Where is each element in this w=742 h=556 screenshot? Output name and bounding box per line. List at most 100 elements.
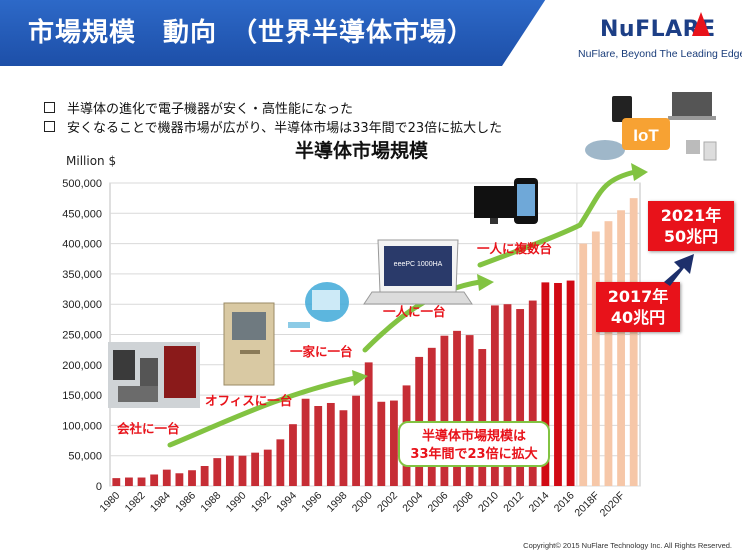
bar-1984 — [162, 469, 171, 486]
stage-label-company: 会社に一台 — [117, 421, 180, 436]
bar-2019F — [604, 221, 613, 486]
bar-2010 — [490, 305, 499, 486]
x-tick-label: 1980 — [97, 490, 122, 515]
bar-2016 — [566, 280, 575, 486]
bar-1996 — [314, 406, 323, 486]
growth-summary-line2: 33年間で23倍に拡大 — [410, 447, 538, 462]
bar-2000 — [364, 362, 373, 486]
y-tick-label: 300,000 — [62, 299, 102, 311]
y-tick-label: 350,000 — [62, 269, 102, 281]
y-tick-label: 250,000 — [62, 330, 102, 342]
mainframe-room-image — [108, 342, 200, 408]
callout-2017: 2017年 40兆円 — [596, 282, 680, 332]
bar-2009 — [478, 349, 487, 486]
bar-1995 — [301, 398, 310, 486]
y-tick-label: 450,000 — [62, 208, 102, 220]
x-tick-label: 1986 — [173, 490, 198, 515]
bullet-list: 半導体の進化で電子機器が安く・高性能になった 安くなることで機器市場が広がり、半… — [44, 98, 502, 136]
bar-2002 — [390, 400, 398, 486]
x-axis-labels: 1980 1982 1984 1986 1988 1990 1992 1994 1996 1998… — [97, 490, 627, 520]
y-axis-labels: 0 50,000 100,000 150,000 200,000 250,000 300,0… — [62, 178, 102, 493]
netbook-screen-text: eeePC 1000HA — [394, 261, 443, 268]
bar-1990 — [238, 455, 247, 486]
callout-2021-value: 50兆円 — [663, 227, 719, 246]
stage-label-home: 一家に一台 — [290, 344, 353, 359]
callout-2017-value: 40兆円 — [610, 308, 666, 327]
growth-summary-box: 半導体市場規模は 33年間で23倍に拡大 — [398, 421, 550, 467]
stage-label-person: 一人に一台 — [383, 304, 446, 319]
x-tick-label: 2004 — [400, 490, 425, 515]
bar-2020F — [617, 210, 625, 486]
y-tick-label: 50,000 — [68, 451, 102, 463]
chart-bars — [112, 198, 638, 486]
x-tick-label: 2006 — [426, 490, 451, 515]
bullet-item: 安くなることで機器市場が広がり、半導体市場は33年間で23倍に拡大した — [44, 117, 502, 136]
bar-2014 — [541, 282, 550, 486]
y-tick-label: 100,000 — [62, 420, 102, 432]
bar-2008 — [465, 335, 474, 486]
bar-1992 — [263, 449, 272, 486]
bar-2021F — [629, 198, 638, 486]
bullet-item: 半導体の進化で電子機器が安く・高性能になった — [44, 98, 502, 117]
x-tick-label: 1984 — [148, 490, 173, 515]
x-tick-label: 1990 — [224, 490, 249, 515]
y-axis-unit: Million $ — [66, 154, 117, 168]
growth-arrow-3-head — [631, 163, 648, 181]
monitor-image — [474, 186, 514, 224]
bar-1993 — [276, 439, 285, 486]
bar-1982 — [137, 477, 146, 486]
y-tick-label: 500,000 — [62, 178, 102, 190]
netbook-image: eeePC 1000HA — [363, 239, 473, 305]
stage-label-multiple: 一人に複数台 — [477, 241, 553, 256]
bar-2007 — [453, 330, 461, 486]
smartphone-image — [514, 178, 538, 224]
callout-2021: 2021年 50兆円 — [648, 201, 734, 251]
x-tick-label: 2018F — [572, 490, 602, 520]
x-tick-label: 1982 — [123, 490, 148, 515]
growth-arrow-1 — [167, 375, 358, 448]
logo-triangle — [692, 12, 710, 36]
x-tick-label: 1994 — [274, 490, 299, 515]
bar-1980 — [112, 478, 121, 486]
x-tick-label: 2010 — [476, 490, 501, 515]
bar-1983 — [150, 474, 159, 486]
growth-arrow-3 — [477, 169, 638, 268]
bullet-text: 半導体の進化で電子機器が安く・高性能になった — [67, 102, 354, 117]
bar-1987 — [200, 466, 209, 486]
stage-label-office: オフィスに一台 — [205, 393, 293, 408]
bar-2001 — [377, 401, 386, 486]
bar-2015 — [554, 282, 562, 486]
bar-1994 — [289, 424, 297, 486]
bar-1998 — [339, 410, 348, 486]
chart-title: 半導体市場規模 — [295, 140, 429, 162]
desktop-computer-image — [223, 302, 275, 386]
tagline: NuFlare, Beyond The Leading Edge — [578, 48, 742, 60]
iot-devices-image: IoT — [585, 92, 717, 161]
y-tick-label: 0 — [96, 481, 102, 493]
callout-2021-year: 2021年 — [660, 206, 722, 225]
bar-1999 — [352, 395, 360, 486]
checkbox-icon — [44, 121, 55, 132]
bar-1981 — [125, 477, 133, 486]
bar-1991 — [251, 452, 260, 486]
x-tick-label: 1992 — [249, 490, 274, 515]
copyright: Copyright© 2015 NuFlare Technology Inc. … — [523, 541, 732, 550]
bar-2013 — [528, 300, 537, 486]
iot-label: IoT — [633, 126, 659, 145]
callout-2017-year: 2017年 — [607, 287, 669, 306]
bar-2005 — [427, 347, 436, 486]
y-tick-label: 200,000 — [62, 360, 102, 372]
growth-arrow-2-head — [477, 274, 494, 291]
bar-1989 — [225, 455, 234, 486]
x-tick-label: 2008 — [451, 490, 476, 515]
x-tick-label: 2014 — [526, 490, 551, 515]
y-tick-label: 150,000 — [62, 390, 102, 402]
x-tick-label: 2012 — [501, 490, 526, 515]
imac-image — [288, 282, 349, 328]
bar-1985 — [175, 473, 184, 486]
callout-arrow-icon — [664, 254, 694, 286]
x-tick-label: 2002 — [375, 490, 400, 515]
bar-2017F — [579, 243, 588, 486]
page-title: 市場規模 動向 （世界半導体市場） — [28, 18, 475, 48]
